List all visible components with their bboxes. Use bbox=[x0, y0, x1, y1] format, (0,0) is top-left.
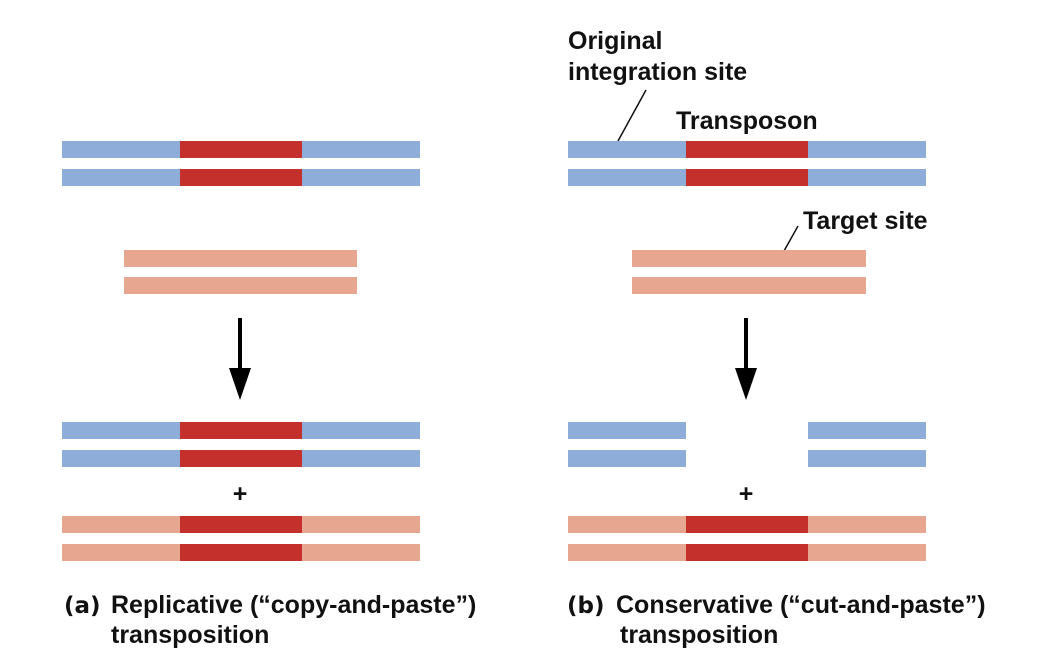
down-arrow-icon bbox=[229, 318, 251, 400]
transposon-segment bbox=[180, 169, 302, 186]
target-dna-after bbox=[62, 516, 420, 561]
original-site-label-2: integration site bbox=[568, 58, 747, 86]
host-dna-strand bbox=[568, 450, 686, 467]
panel-b-letter: (b) bbox=[567, 593, 605, 619]
transposon-label: Transposon bbox=[676, 107, 818, 135]
transposon-segment bbox=[180, 544, 302, 561]
donor-dna-before bbox=[568, 141, 926, 186]
leader-line bbox=[783, 225, 799, 252]
panel-a-letter: (a) bbox=[64, 593, 101, 619]
transposon-segment bbox=[686, 141, 808, 158]
leader-line bbox=[617, 89, 647, 142]
target-dna-strand bbox=[632, 250, 866, 267]
plus-sign: + bbox=[739, 480, 754, 508]
down-arrow-icon bbox=[735, 318, 757, 400]
original-site-label: Original bbox=[568, 27, 662, 55]
donor-dna-after bbox=[568, 422, 926, 467]
plus-sign: + bbox=[233, 480, 248, 508]
transposon-segment bbox=[686, 169, 808, 186]
target-site-label: Target site bbox=[803, 207, 928, 235]
target-dna-before bbox=[632, 250, 866, 294]
target-dna-strand bbox=[124, 277, 357, 294]
host-dna-strand bbox=[568, 422, 686, 439]
donor-dna-before bbox=[62, 141, 420, 186]
transposon-segment bbox=[180, 516, 302, 533]
host-dna-strand bbox=[808, 450, 926, 467]
target-dna-after bbox=[568, 516, 926, 561]
panel-b-caption: Conservative (“cut-and-paste”) bbox=[616, 591, 986, 619]
target-dna-strand bbox=[632, 277, 866, 294]
transposon-segment bbox=[180, 450, 302, 467]
donor-dna-after bbox=[62, 422, 420, 467]
panel-a-caption: Replicative (“copy-and-paste”) bbox=[111, 591, 476, 619]
panel-b: Original integration site Transposon Tar… bbox=[567, 27, 986, 649]
transposon-segment bbox=[686, 516, 808, 533]
panel-a-caption-2: transposition bbox=[111, 621, 269, 649]
host-dna-strand bbox=[808, 422, 926, 439]
transposon-segment bbox=[180, 422, 302, 439]
transposon-segment bbox=[180, 141, 302, 158]
panel-b-caption-2: transposition bbox=[620, 621, 778, 649]
target-dna-before bbox=[124, 250, 357, 294]
target-dna-strand bbox=[124, 250, 357, 267]
transposon-segment bbox=[686, 544, 808, 561]
panel-a: + (a) Replicative (“copy-and-paste”) tra… bbox=[62, 141, 476, 649]
